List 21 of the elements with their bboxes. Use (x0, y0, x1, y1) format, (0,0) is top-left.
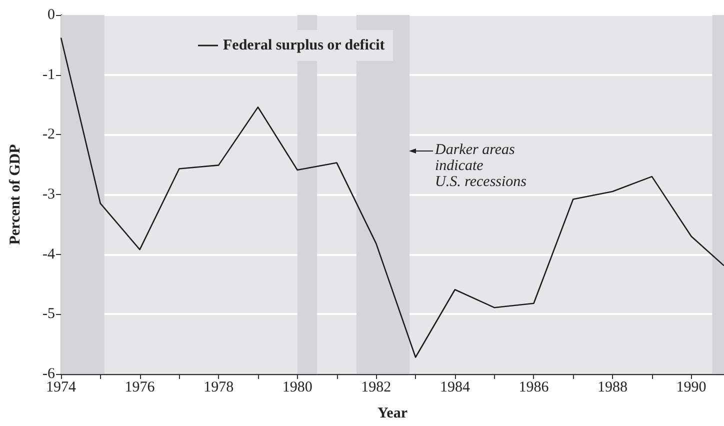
y-tick-label: -5 (42, 306, 55, 322)
annotation: Darker areas indicate U.S. recessions (434, 142, 527, 190)
legend-label: Federal surplus or deficit (223, 38, 385, 54)
x-tick-label: 1988 (598, 380, 628, 396)
x-tick-label: 1976 (124, 380, 156, 396)
x-tick-label: 1984 (440, 380, 470, 396)
y-tick-label: 0 (48, 7, 55, 23)
x-tick-label: 1982 (361, 380, 392, 396)
x-tick-label: 1980 (282, 380, 312, 396)
y-tick-label: -1 (42, 66, 55, 83)
y-tick-label: -4 (42, 246, 56, 262)
x-tick-label: 1978 (204, 380, 234, 396)
y-tick-label: -2 (42, 126, 55, 143)
y-tick-label: -3 (42, 186, 55, 202)
x-axis-title: Year (378, 406, 408, 422)
x-tick-label: 1974 (46, 380, 76, 396)
y-axis-title: Percent of GDP (8, 144, 24, 245)
x-tick-label: 1986 (518, 380, 550, 396)
y-tick-label: -6 (42, 366, 56, 382)
line-series (60, 37, 724, 358)
x-tick-label: 1990 (676, 380, 706, 396)
